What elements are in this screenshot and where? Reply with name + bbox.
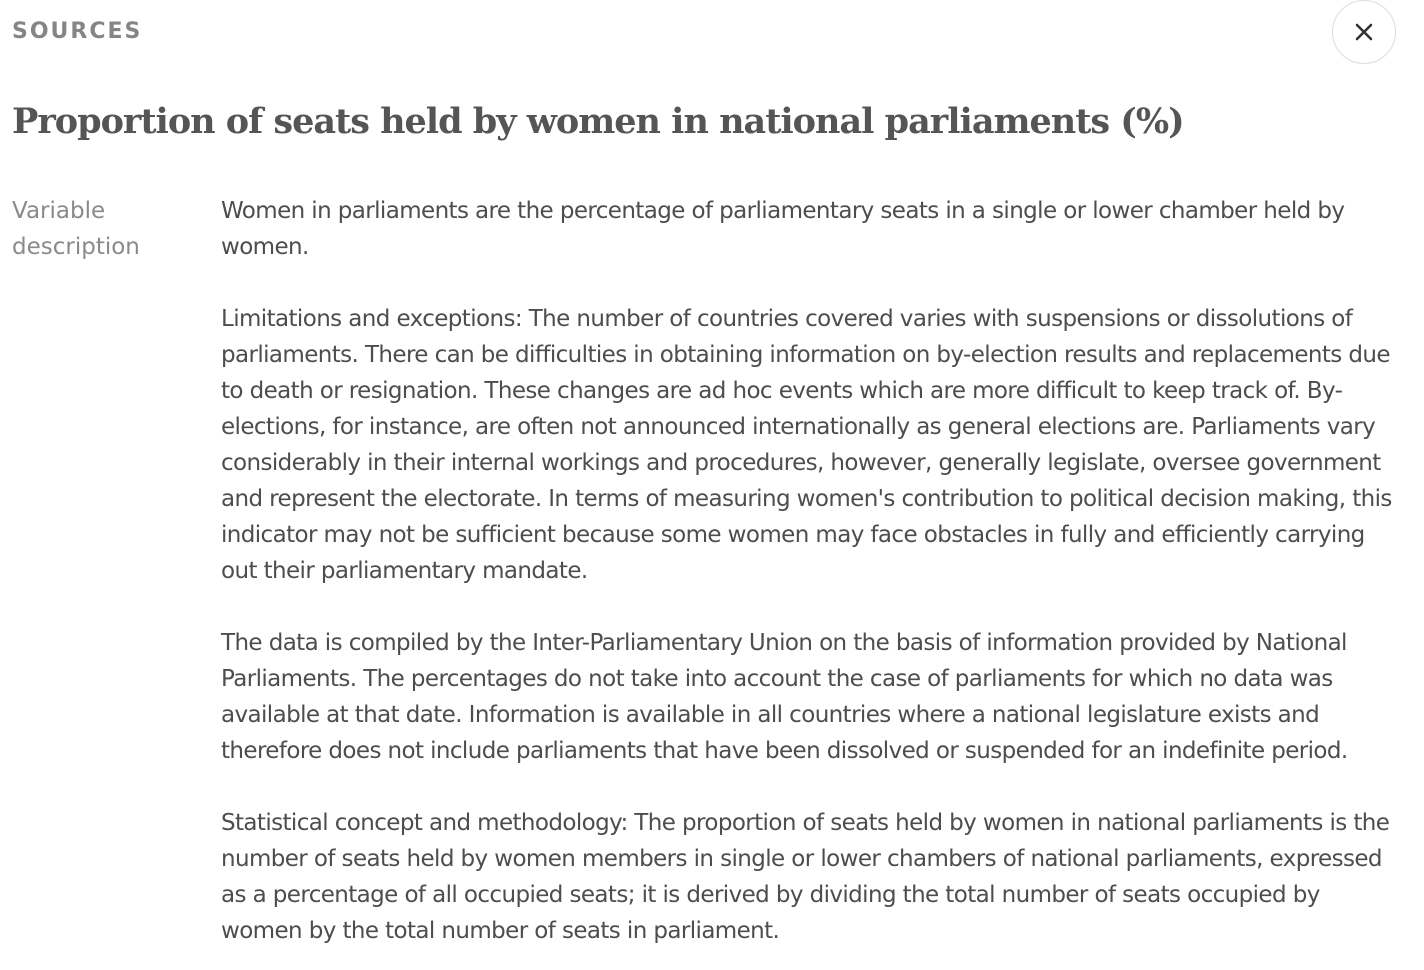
close-icon <box>1354 22 1374 42</box>
limitations-paragraph: Limitations and exceptions: The number o… <box>221 306 1392 584</box>
variable-description-label: Variable description <box>12 198 140 260</box>
data-compilation-paragraph: The data is compiled by the Inter-Parlia… <box>221 630 1348 764</box>
methodology-paragraph: Statistical concept and methodology: The… <box>221 810 1390 944</box>
close-button[interactable] <box>1332 0 1396 64</box>
variable-description-body: Women in parliaments are the percentage … <box>221 193 1397 949</box>
description-paragraph: Women in parliaments are the percentage … <box>221 198 1345 260</box>
sources-heading: SOURCES <box>12 19 143 44</box>
page-title: Proportion of seats held by women in nat… <box>12 101 1185 142</box>
